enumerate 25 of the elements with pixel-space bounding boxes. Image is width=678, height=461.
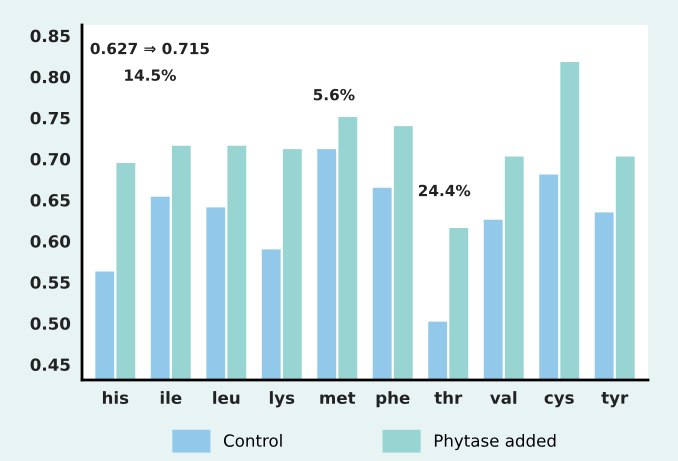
y-tick-label: 0.65 — [30, 194, 70, 207]
y-tick-label: 0.80 — [30, 70, 70, 84]
y-tick-label: 0.85 — [30, 30, 70, 42]
legend-label: Control — [224, 434, 282, 447]
x-tick-label: met — [320, 392, 356, 404]
y-tick-label: 0.45 — [30, 358, 70, 371]
x-tick-label: val — [490, 391, 516, 404]
y-tick-label: 0.70 — [30, 152, 70, 166]
x-tick-label: ile — [160, 391, 182, 404]
x-tick-label: leu — [213, 391, 240, 404]
x-tick-label: his — [102, 391, 128, 404]
x-tick-label: phe — [376, 391, 410, 408]
annotation: 0.627 ⇒ 0.715 — [90, 42, 209, 54]
y-tick-label: 0.75 — [30, 112, 70, 124]
annotation: 5.6% — [314, 88, 355, 100]
x-tick-label: lys — [270, 391, 294, 408]
annotation: 24.4% — [418, 184, 470, 196]
x-tick-label: tyr — [601, 392, 628, 408]
annotation: 14.5% — [125, 69, 176, 81]
y-tick-label: 0.50 — [30, 317, 70, 330]
y-tick-label: 0.55 — [30, 276, 70, 289]
legend-label: Phytase added — [434, 434, 556, 450]
x-tick-label: thr — [434, 391, 462, 404]
y-tick-label: 0.60 — [30, 235, 70, 248]
x-tick-label: cys — [544, 394, 574, 408]
